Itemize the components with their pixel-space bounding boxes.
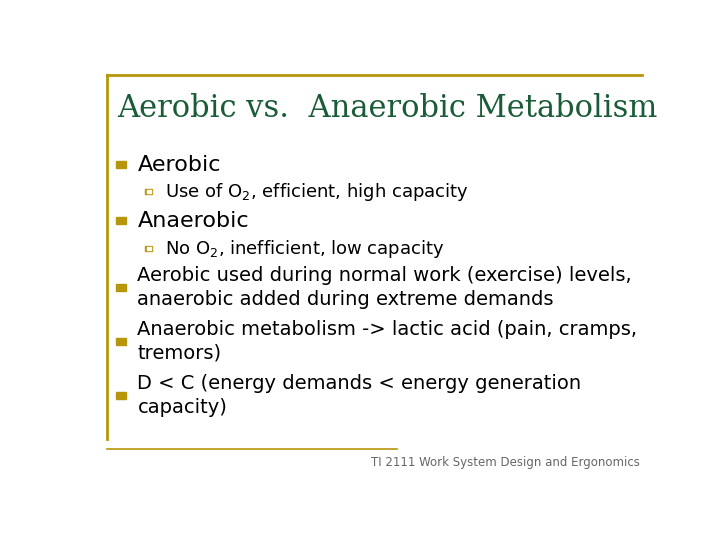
Text: Aerobic: Aerobic [138, 154, 221, 174]
Text: Aerobic used during normal work (exercise) levels,
anaerobic added during extrem: Aerobic used during normal work (exercis… [138, 266, 632, 309]
Bar [116, 161, 126, 168]
Text: TI 2111 Work System Design and Ergonomics: TI 2111 Work System Design and Ergonomic… [371, 456, 639, 469]
Text: D < C (energy demands < energy generation
capacity): D < C (energy demands < energy generatio… [138, 374, 582, 417]
Bar [147, 190, 150, 193]
Bar [116, 392, 126, 399]
Text: Use of O$_{2}$, efficient, high capacity: Use of O$_{2}$, efficient, high capacity [166, 180, 469, 202]
Text: Anaerobic metabolism -> lactic acid (pain, cramps,
tremors): Anaerobic metabolism -> lactic acid (pai… [138, 320, 637, 363]
Bar [147, 247, 150, 250]
Bar [145, 246, 152, 251]
Bar [116, 284, 126, 291]
Bar [116, 217, 126, 225]
Bar [116, 338, 126, 345]
Text: No O$_{2}$, inefficient, low capacity: No O$_{2}$, inefficient, low capacity [166, 238, 445, 260]
Bar [145, 189, 152, 194]
Text: Aerobic vs.  Anaerobic Metabolism: Aerobic vs. Anaerobic Metabolism [117, 93, 657, 124]
Text: Anaerobic: Anaerobic [138, 211, 249, 231]
